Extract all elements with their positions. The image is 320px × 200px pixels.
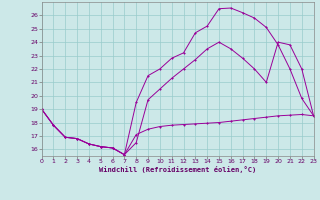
X-axis label: Windchill (Refroidissement éolien,°C): Windchill (Refroidissement éolien,°C) — [99, 166, 256, 173]
